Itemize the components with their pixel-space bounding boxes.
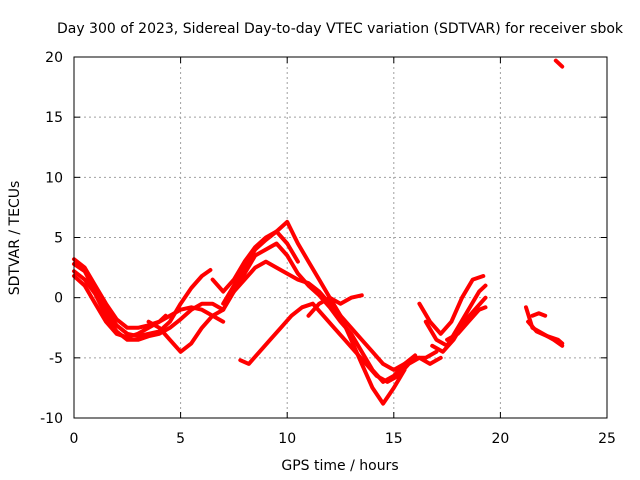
y-tick-label: -5 <box>49 351 63 367</box>
series-arc-10 <box>238 301 443 384</box>
chart-title: Day 300 of 2023, Sidereal Day-to-day VTE… <box>57 21 624 37</box>
x-tick-label: 0 <box>70 431 79 447</box>
x-tick-label: 25 <box>598 431 616 447</box>
series-arc-11 <box>306 293 364 318</box>
x-axis-label: GPS time / hours <box>281 458 398 474</box>
x-tick-label: 20 <box>491 431 509 447</box>
series-arc-9 <box>231 259 439 372</box>
series-layer <box>72 58 565 406</box>
y-tick-label: 10 <box>45 170 63 186</box>
series-arc-17 <box>526 319 565 346</box>
y-tick-label: 0 <box>54 291 63 307</box>
y-tick-label: 15 <box>45 110 63 126</box>
series-arc-15 <box>445 305 488 342</box>
x-tick-label: 15 <box>385 431 403 447</box>
series-arc-6 <box>210 229 300 294</box>
series-arc-8 <box>221 241 418 384</box>
series-arc-3 <box>72 269 226 342</box>
y-tick-label: -10 <box>40 411 63 427</box>
y-axis-label: SDTVAR / TECUs <box>7 181 23 296</box>
series-arc-5 <box>146 307 226 354</box>
series-arc-13 <box>423 283 488 348</box>
series-arc-19 <box>553 58 565 69</box>
x-tick-label: 5 <box>176 431 185 447</box>
series-arc-18 <box>530 311 548 318</box>
series-arc-4 <box>72 274 226 340</box>
x-tick-label: 10 <box>278 431 296 447</box>
y-tick-label: 20 <box>45 50 63 66</box>
x-tick-labels: 0 5 10 15 20 25 <box>70 431 616 447</box>
series-arc-7 <box>221 219 407 406</box>
series-arc-12 <box>417 274 486 336</box>
grid-lines <box>74 57 607 418</box>
y-tick-label: 5 <box>54 231 63 247</box>
y-tick-labels: -10 -5 0 5 10 15 20 <box>40 50 63 427</box>
axis-ticks <box>73 56 608 419</box>
